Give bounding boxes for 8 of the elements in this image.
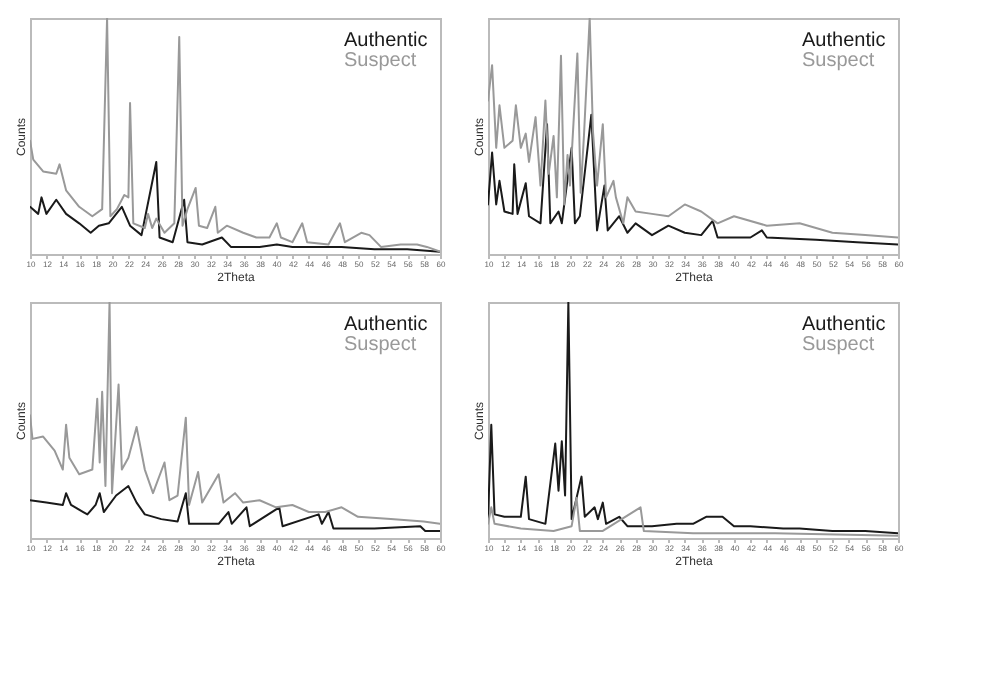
text: Suspect	[802, 50, 875, 72]
text: Authentic	[344, 314, 428, 336]
text: Authentic	[344, 30, 428, 52]
text: Suspect	[802, 334, 875, 356]
text: Authentic	[802, 314, 886, 336]
text: Suspect	[344, 50, 417, 72]
text: Authentic	[802, 30, 886, 52]
text: Suspect	[344, 334, 417, 356]
